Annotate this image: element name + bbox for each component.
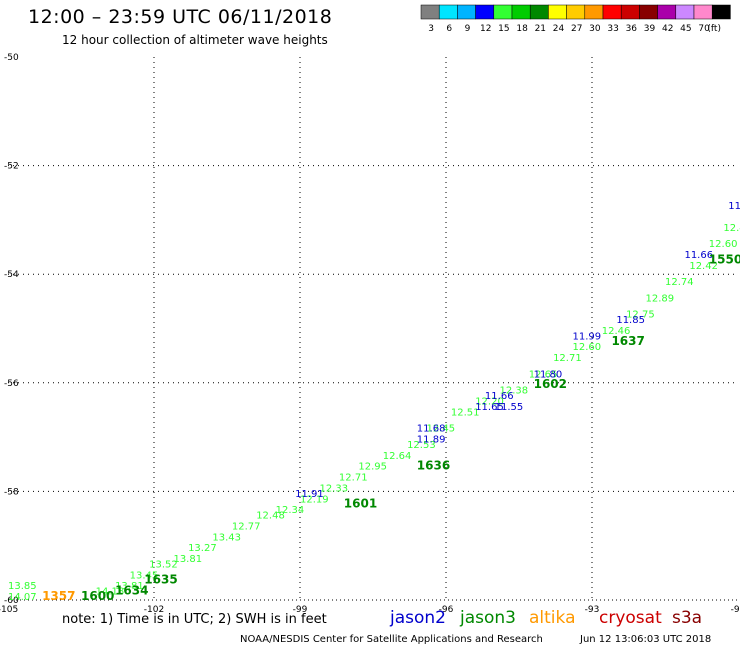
x-tick-label: -102: [144, 605, 164, 615]
colorbar-tick-label: 30: [589, 24, 601, 34]
wave-height-label: 13.81: [173, 554, 202, 565]
x-tick-label: -93: [585, 605, 600, 615]
colorbar-bin: [711, 4, 731, 20]
wave-height-label: 11.65: [475, 402, 504, 413]
wave-height-label: 11.80: [534, 369, 563, 380]
x-tick-label: -96: [439, 605, 454, 615]
x-tick-label: -105: [0, 605, 18, 615]
legend-jason2: jason2: [390, 608, 446, 628]
wave-height-label: 12.77: [232, 521, 261, 532]
wave-height-label: 11.99: [573, 331, 602, 342]
wave-height-label: 12.46: [602, 326, 631, 337]
time-label: 1550: [709, 252, 740, 266]
wave-height-label: 12.60: [709, 239, 738, 250]
legend-altika: altika: [529, 608, 576, 628]
wave-height-label: 13.27: [188, 543, 217, 554]
time-label: 1637: [611, 334, 644, 348]
wave-height-label: 12.71: [553, 353, 582, 364]
colorbar-tick-label: 6: [446, 24, 452, 34]
grid-lines: [8, 57, 738, 600]
colorbar-tick-label: 27: [571, 24, 582, 34]
time-label: 1636: [417, 459, 450, 473]
wave-height-label: 12.71: [339, 473, 368, 484]
y-tick-label: -50: [4, 53, 19, 63]
legend-s3a: s3a: [672, 608, 703, 628]
wave-height-label: 14.07: [8, 592, 37, 603]
colorbar-tick-label: 24: [553, 24, 565, 34]
colorbar-tick-label: 9: [465, 24, 471, 34]
colorbar-tick-label: 18: [516, 24, 528, 34]
time-label: 1600: [81, 589, 114, 603]
wave-height-label: 12.51: [451, 407, 480, 418]
wave-height-label: 12.60: [573, 342, 602, 353]
chart-subtitle: 12 hour collection of altimeter wave hei…: [62, 33, 328, 47]
wave-height-label: 11.91: [295, 489, 324, 500]
wave-height-label: 12.40: [723, 223, 740, 234]
chart-title: 12:00 – 23:59 UTC 06/11/2018: [28, 6, 333, 28]
y-tick-label: -52: [4, 162, 19, 172]
legend-note: note: 1) Time is in UTC; 2) SWH is in fe…: [62, 612, 327, 627]
wave-height-label: 12.20: [475, 397, 504, 408]
wave-height-label: 12.48: [256, 511, 285, 522]
colorbar-tick-label: 12: [480, 24, 491, 34]
wave-height-label: 12.95: [358, 462, 387, 473]
wave-height-label: 13.85: [8, 581, 37, 592]
wave-height-label: 12.75: [626, 310, 655, 321]
wave-height-label: 11: [728, 201, 740, 212]
time-label: 1602: [534, 377, 567, 391]
wave-height-label: 12.42: [689, 261, 718, 272]
wave-height-label: 13.81: [115, 581, 144, 592]
legend-jason3: jason3: [460, 608, 516, 628]
colorbar-unit-label: (ft): [707, 24, 721, 34]
wave-height-label: 14.18: [96, 587, 125, 598]
wave-height-label: 12.19: [300, 494, 329, 505]
colorbar-tick-label: 3: [428, 24, 434, 34]
wave-height-label: 13.52: [149, 559, 178, 570]
time-label: 1601: [344, 497, 377, 511]
colorbar-tick-label: 36: [626, 24, 638, 34]
wave-height-label: 13.43: [212, 532, 241, 543]
wave-height-label: 11.89: [417, 435, 446, 446]
y-tick-label: -60: [4, 596, 19, 606]
y-tick-label: -56: [4, 379, 19, 389]
time-label: 1635: [144, 573, 177, 587]
legend-cryosat: cryosat: [599, 608, 662, 628]
footer-credit: NOAA/NESDIS Center for Satellite Applica…: [240, 634, 543, 645]
footer-timestamp: Jun 12 13:06:03 UTC 2018: [580, 634, 712, 645]
x-tick-label: -90: [731, 605, 740, 615]
x-tick-label: -99: [293, 605, 308, 615]
wave-height-label: 12.74: [665, 277, 694, 288]
colorbar-tick-label: 33: [607, 24, 618, 34]
colorbar-tick-label: 39: [644, 24, 656, 34]
wave-height-label: 12.89: [646, 293, 675, 304]
wave-height-label: 13.45: [130, 570, 159, 581]
wave-height-label: 11.55: [495, 402, 524, 413]
wave-height-label: 12.64: [383, 451, 412, 462]
wave-height-label: 11.66: [485, 391, 514, 402]
wave-height-label: 12.45: [427, 424, 456, 435]
wave-height-label: 12.38: [500, 386, 529, 397]
time-label: 1357: [42, 589, 75, 603]
y-tick-label: -54: [4, 270, 19, 280]
colorbar-tick-label: 15: [498, 24, 509, 34]
wave-height-label: 12.65: [529, 369, 558, 380]
wave-height-label: 12.53: [407, 440, 436, 451]
colorbar-tick-label: 21: [535, 24, 546, 34]
wave-height-label: 11.66: [684, 250, 713, 261]
wave-height-label: 12.33: [319, 483, 348, 494]
y-tick-label: -58: [4, 487, 19, 497]
colorbar-tick-label: 45: [680, 24, 691, 34]
wave-height-label: 12.34: [276, 505, 305, 516]
colorbar-legend: 3 6 9 12 15 18 21 24 27 30 33 36 39 42 45 70(ft): [420, 4, 731, 34]
time-label: 1634: [115, 584, 148, 598]
wave-height-label: 11.85: [616, 315, 645, 326]
wave-height-label: 11.68: [417, 424, 446, 435]
colorbar-tick-label: 70: [698, 24, 710, 34]
colorbar-tick-label: 42: [662, 24, 673, 34]
